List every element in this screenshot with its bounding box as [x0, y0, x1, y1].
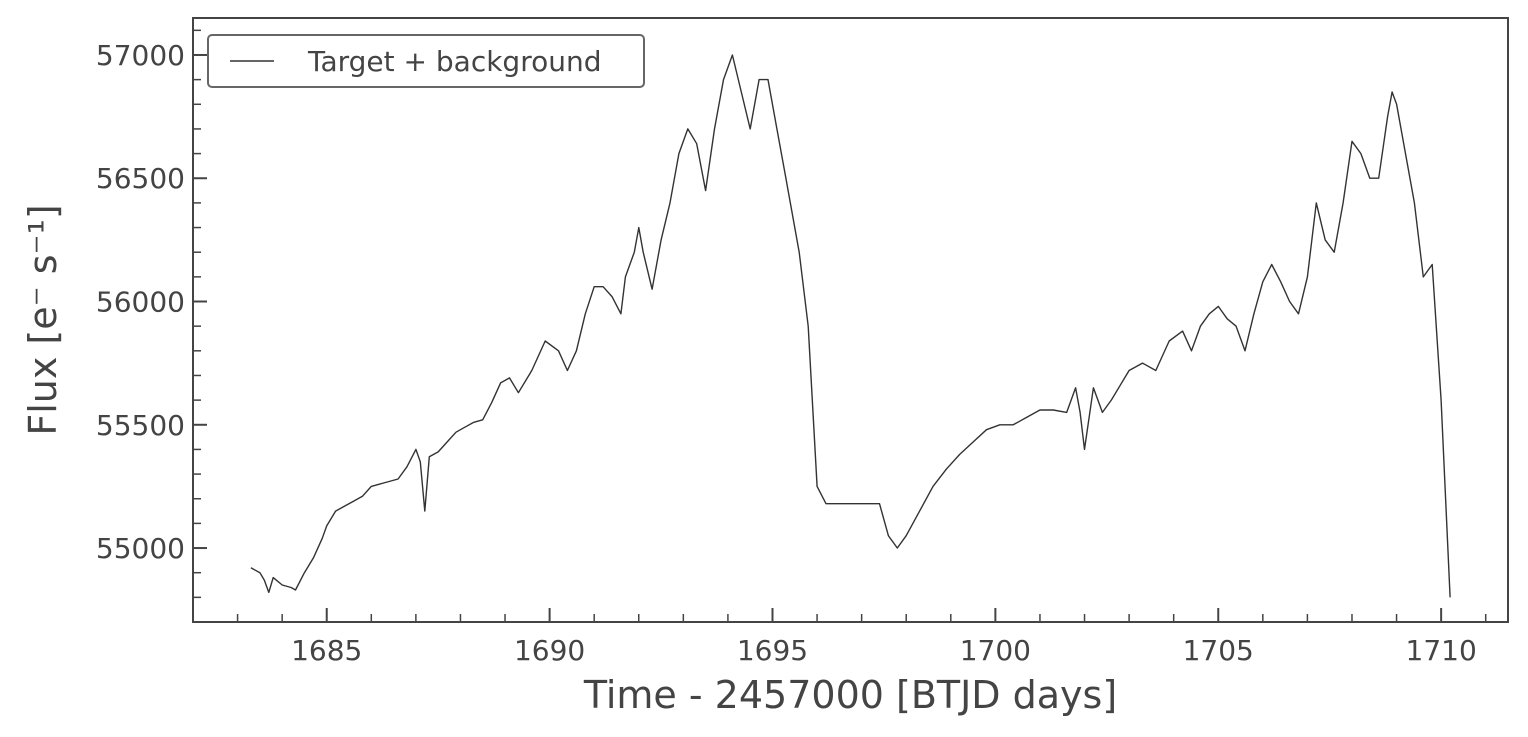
y-axis-label: Flux [e⁻ s⁻¹] — [21, 204, 65, 435]
legend-entry-label: Target + background — [307, 45, 602, 78]
x-tick-label: 1690 — [514, 634, 585, 667]
x-axis-label: Time - 2457000 [BTJD days] — [583, 673, 1117, 717]
y-tick-label: 56000 — [96, 286, 185, 319]
y-tick-label: 57000 — [96, 39, 185, 72]
x-axis-ticks: 1685 1690 1695 1700 1705 1710 — [291, 608, 1477, 667]
x-tick-label: 1685 — [291, 634, 362, 667]
plot-frame — [192, 17, 1509, 623]
y-minor-ticks — [193, 29, 201, 623]
legend: Target + background — [207, 34, 645, 88]
legend-box — [207, 34, 645, 88]
y-tick-label: 56500 — [96, 162, 185, 195]
y-tick-label: 55000 — [96, 532, 185, 565]
x-minor-ticks — [192, 614, 1487, 622]
y-axis-ticks: 55000 55500 56000 56500 57000 — [96, 39, 207, 565]
y-tick-label: 55500 — [96, 409, 185, 442]
x-tick-label: 1705 — [1183, 634, 1254, 667]
x-tick-label: 1700 — [960, 634, 1031, 667]
x-tick-label: 1695 — [737, 634, 808, 667]
flux-series-line — [250, 54, 1451, 598]
x-tick-label: 1710 — [1406, 634, 1477, 667]
